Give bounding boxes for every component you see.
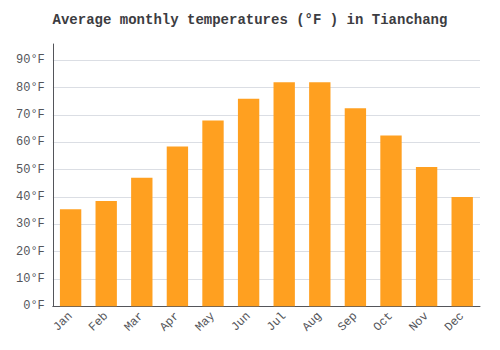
svg-text:Jul: Jul [264,309,289,334]
svg-text:Jun: Jun [228,309,253,334]
svg-text:70°F: 70°F [16,108,45,122]
svg-text:Sep: Sep [335,309,360,334]
svg-text:30°F: 30°F [16,217,45,231]
svg-text:Apr: Apr [157,309,182,334]
svg-text:10°F: 10°F [16,272,45,286]
svg-text:Average monthly temperatures (: Average monthly temperatures (°F ) in Ti… [53,12,448,28]
svg-text:Mar: Mar [122,309,147,334]
svg-text:50°F: 50°F [16,163,45,177]
svg-text:Oct: Oct [371,309,396,334]
svg-text:20°F: 20°F [16,245,45,259]
svg-text:90°F: 90°F [16,53,45,67]
svg-text:Jan: Jan [50,309,75,334]
svg-text:60°F: 60°F [16,135,45,149]
svg-text:Feb: Feb [86,309,111,334]
svg-text:May: May [193,309,218,334]
svg-text:80°F: 80°F [16,81,45,95]
svg-text:Dec: Dec [442,309,467,334]
svg-text:Aug: Aug [300,309,325,334]
svg-text:40°F: 40°F [16,190,45,204]
svg-text:0°F: 0°F [23,299,45,313]
svg-text:Nov: Nov [406,309,431,334]
